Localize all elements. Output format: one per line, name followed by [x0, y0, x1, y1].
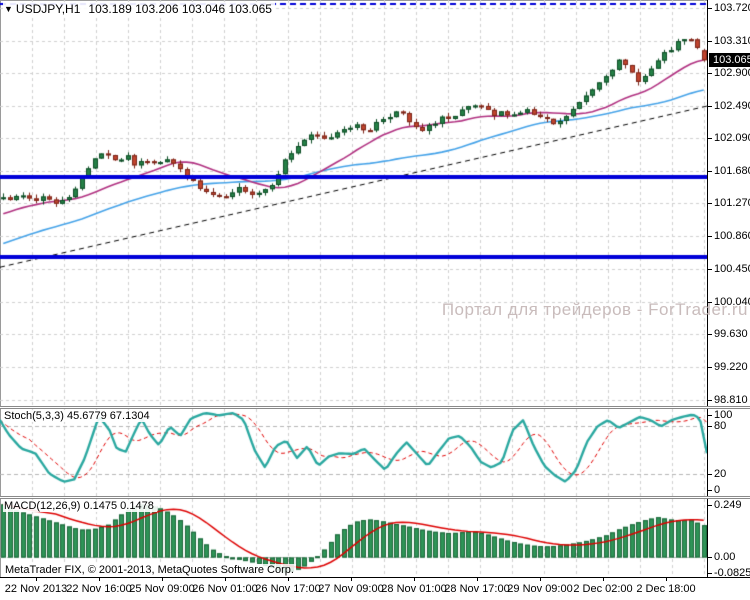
time-axis-tick	[603, 578, 604, 581]
stoch-axis-label: 80	[707, 420, 727, 433]
stoch-axis-label: 100	[707, 409, 733, 421]
pane-separator[interactable]	[0, 496, 750, 499]
time-axis-tick	[225, 578, 226, 581]
time-axis-tick	[414, 578, 415, 581]
stochastic-canvas[interactable]	[0, 409, 707, 496]
copyright-text: MetaTrader FIX, © 2001-2013, MetaQuotes …	[3, 564, 296, 576]
time-axis[interactable]: 22 Nov 2013 22 Nov 16:00 25 Nov 09:00 26 No…	[0, 577, 750, 600]
time-axis-label: 2 Dec 02:00	[573, 583, 633, 595]
stoch-axis-label: 0	[707, 483, 721, 496]
price-axis-label: 101.270	[708, 197, 750, 209]
price-axis-label: 100.040	[708, 296, 750, 308]
price-axis[interactable]: 103.065 103.720 103.310 102.900 102.490 102.…	[707, 0, 750, 579]
time-axis-label: 22 Nov 16:00	[66, 583, 132, 595]
macd-values: 0.1475 0.1478	[83, 500, 154, 512]
time-axis-tick	[99, 578, 100, 581]
time-axis-tick	[540, 578, 541, 581]
time-axis-label: 27 Nov 09:00	[318, 583, 384, 595]
current-price-tag: 103.065	[709, 53, 750, 68]
time-axis-label: 28 Nov 01:00	[381, 583, 447, 595]
chart-title: ▼ USDJPY,H1 103.189 103.206 103.046 103.06…	[3, 2, 275, 16]
time-axis-label: 25 Nov 09:00	[129, 583, 195, 595]
time-axis-label: 22 Nov 2013	[4, 583, 68, 595]
time-axis-tick	[477, 578, 478, 581]
macd-axis-label: 0.00	[707, 550, 736, 563]
price-axis-label: 102.090	[708, 132, 750, 144]
stochastic-title: Stoch(5,3,3) 45.6779 67.1304	[3, 410, 153, 422]
price-axis-label: 100.450	[708, 263, 750, 275]
macd-axis-label: -0.0825	[707, 567, 750, 579]
macd-axis-label: 0.249	[708, 499, 742, 511]
symbol-dropdown-icon: ▼	[4, 4, 13, 14]
stochastic-values: 45.6779 67.1304	[66, 410, 150, 422]
main-chart-pane: ▼ USDJPY,H1 103.189 103.206 103.046 103.06…	[0, 0, 707, 406]
watermark: Портал для трейдеров - ForTrader.ru	[441, 300, 748, 319]
time-axis-label: 28 Nov 17:00	[444, 583, 510, 595]
macd-pane: MACD(12,26,9) 0.1475 0.1478 MetaTrader F…	[0, 499, 707, 577]
time-axis-label: 2 Dec 18:00	[636, 583, 696, 595]
time-axis-label: 26 Nov 17:00	[255, 583, 321, 595]
chart-ohlc-values: 103.189 103.206 103.046 103.065	[88, 2, 272, 16]
stochastic-label: Stoch(5,3,3)	[4, 410, 64, 422]
price-axis-label: 101.680	[708, 165, 750, 177]
price-axis-label: 99.220	[708, 360, 748, 373]
time-axis-tick	[162, 578, 163, 581]
price-axis-label: 99.630	[708, 328, 748, 341]
time-axis-tick	[351, 578, 352, 581]
time-axis-label: 26 Nov 01:00	[192, 583, 258, 595]
price-axis-label: 100.860	[708, 230, 750, 242]
price-axis-label: 103.310	[708, 35, 750, 47]
time-axis-tick	[36, 578, 37, 581]
price-axis-label: 102.490	[708, 100, 750, 112]
price-axis-label: 102.900	[708, 67, 750, 79]
macd-label: MACD(12,26,9)	[4, 500, 81, 512]
stochastic-pane: Stoch(5,3,3) 45.6779 67.1304	[0, 409, 707, 496]
price-chart-canvas[interactable]	[0, 0, 707, 406]
price-axis-label: 98.810	[708, 393, 748, 406]
time-axis-tick	[288, 578, 289, 581]
stoch-axis-label: 20	[707, 467, 727, 480]
macd-title: MACD(12,26,9) 0.1475 0.1478	[3, 500, 157, 512]
time-axis-label: 29 Nov 09:00	[507, 583, 573, 595]
time-axis-tick	[666, 578, 667, 581]
pane-separator[interactable]	[0, 406, 750, 409]
price-axis-label: 103.720	[708, 2, 750, 14]
chart-symbol: USDJPY,H1	[15, 2, 81, 16]
